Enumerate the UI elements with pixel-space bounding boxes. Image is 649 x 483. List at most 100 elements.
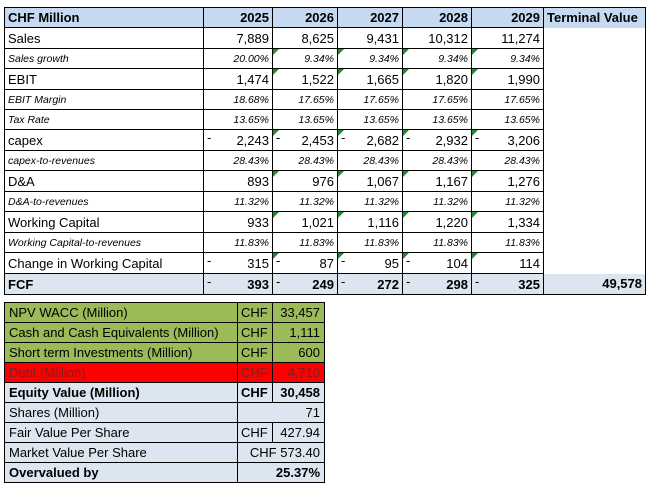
cell-value: 11.83% <box>471 232 544 253</box>
cell-value: 1,276 <box>471 170 544 192</box>
cell-value: 17.65% <box>402 89 472 110</box>
valuation-value: 33,457 <box>272 302 325 323</box>
cell-number: 11.32% <box>234 195 269 208</box>
projection-row: capex-to-revenues 28.43% 28.43% 28.43% 28.43… <box>4 150 646 171</box>
cell-number: 2,243 <box>236 132 269 148</box>
cell-number: 28.43% <box>432 154 468 167</box>
projection-row: Change in Working Capital -315-87-95-104 1… <box>4 252 646 274</box>
valuation-row: Fair Value Per Share CHF 427.94 <box>4 422 325 443</box>
fcf-value: - 298 <box>402 273 472 295</box>
cell-value: 1,334 <box>471 211 544 233</box>
cell-number: 1,820 <box>435 71 468 87</box>
negative-sign: - <box>406 274 411 290</box>
valuation-label: Overvalued by <box>4 462 238 483</box>
fcf-number: 249 <box>312 276 334 292</box>
valuation-row: Debt (Million) CHF 4,710 <box>4 362 325 383</box>
cell-number: 9.34% <box>304 52 334 65</box>
cell-number: 13.65% <box>432 113 468 126</box>
cell-value: 11,274 <box>471 27 544 49</box>
cell-value: 1,067 <box>337 170 403 192</box>
row-label: Tax Rate <box>4 109 204 130</box>
valuation-label: Fair Value Per Share <box>4 422 238 443</box>
cell-number: 8,625 <box>301 30 334 46</box>
cell-number: 13.65% <box>298 113 334 126</box>
cell-number: 9,431 <box>366 30 399 46</box>
currency-label: CHF <box>237 342 273 363</box>
projection-row: EBIT Margin 18.68% 17.65% 17.65% 17.65% 17.65… <box>4 89 646 110</box>
cell-number: 1,665 <box>366 71 399 87</box>
cell-value: 28.43% <box>272 150 338 171</box>
projection-row: EBIT 1,474 1,522 1,665 1,820 1,990 <box>4 68 646 90</box>
cell-number: 1,474 <box>236 71 269 87</box>
cell-number: 104 <box>446 255 468 271</box>
projection-row: Sales 7,889 8,625 9,431 10,312 11,274 <box>4 27 646 49</box>
cell-number: 11.32% <box>299 195 334 208</box>
row-label: capex <box>4 129 204 151</box>
cell-number: 10,312 <box>428 30 468 46</box>
fcf-number: 298 <box>446 276 468 292</box>
cell-number: 17.65% <box>298 93 334 106</box>
year-header: 2027 <box>337 7 403 28</box>
cell-value: 11.32% <box>402 191 472 212</box>
cell-number: 9.34% <box>438 52 468 65</box>
valuation-row: NPV WACC (Million) CHF 33,457 <box>4 302 325 323</box>
negative-sign: - <box>475 130 480 146</box>
cell-value: 11.83% <box>337 232 403 253</box>
cell-number: 28.43% <box>363 154 399 167</box>
cell-number: 976 <box>312 173 334 189</box>
valuation-label: Debt (Million) <box>4 362 238 383</box>
cell-value: 9.34% <box>402 48 472 69</box>
cell-number: 87 <box>319 255 334 271</box>
fcf-value: - 393 <box>203 273 273 295</box>
cell-number: 18.68% <box>233 93 269 106</box>
negative-sign: - <box>207 253 212 269</box>
cell-number: 1,334 <box>507 214 540 230</box>
cell-value: 28.43% <box>402 150 472 171</box>
cell-number: 17.65% <box>432 93 468 106</box>
cell-value: 20.00% <box>203 48 273 69</box>
negative-sign: - <box>406 130 411 146</box>
year-header: 2028 <box>402 7 472 28</box>
terminal-value-cell <box>543 89 646 110</box>
valuation-row: Short term Investments (Million) CHF 600 <box>4 342 325 363</box>
cell-number: 1,220 <box>435 214 468 230</box>
fcf-value: - 325 <box>471 273 544 295</box>
row-label: capex-to-revenues <box>4 150 204 171</box>
cell-number: 28.43% <box>298 154 334 167</box>
cell-number: 17.65% <box>363 93 399 106</box>
terminal-value-cell <box>543 232 646 253</box>
cell-number: 2,932 <box>435 132 468 148</box>
currency-label: CHF <box>237 302 273 323</box>
cell-number: 933 <box>247 214 269 230</box>
currency-label: CHF <box>237 382 273 403</box>
cell-value: 9.34% <box>272 48 338 69</box>
currency-label: CHF <box>237 322 273 343</box>
cell-value: 8,625 <box>272 27 338 49</box>
cell-number: 17.65% <box>504 93 540 106</box>
cell-number: 11.83% <box>364 236 399 249</box>
cell-number: 7,889 <box>236 30 269 46</box>
cell-value: 1,665 <box>337 68 403 90</box>
fcf-number: 272 <box>377 276 399 292</box>
cell-value: 28.43% <box>471 150 544 171</box>
terminal-value-cell <box>543 170 646 192</box>
terminal-value-cell <box>543 252 646 274</box>
terminal-value: 49,578 <box>543 273 646 295</box>
valuation-value: 600 <box>272 342 325 363</box>
cell-value: 1,522 <box>272 68 338 90</box>
cell-value: - 2,682 <box>337 129 403 151</box>
cell-number: 95 <box>384 255 399 271</box>
valuation-row: Equity Value (Million) CHF 30,458 <box>4 382 325 403</box>
cell-number: 11.32% <box>433 195 468 208</box>
cell-value: 9,431 <box>337 27 403 49</box>
year-header: 2029 <box>471 7 544 28</box>
cell-value: 976 <box>272 170 338 192</box>
valuation-row: Shares (Million) 71 <box>4 402 325 423</box>
year-header: 2025 <box>203 7 273 28</box>
cell-value: 1,220 <box>402 211 472 233</box>
cell-number: 9.34% <box>369 52 399 65</box>
row-label: Working Capital <box>4 211 204 233</box>
cell-number: 11.32% <box>364 195 399 208</box>
fcf-number: 393 <box>247 276 269 292</box>
cell-value: 17.65% <box>337 89 403 110</box>
